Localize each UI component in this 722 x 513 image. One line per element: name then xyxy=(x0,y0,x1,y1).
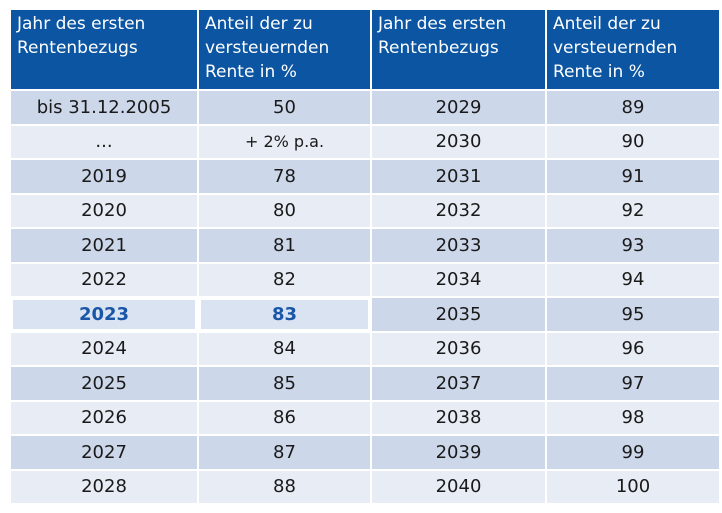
table-row: 2020 80 2032 92 xyxy=(11,194,719,227)
share-right-cell: 89 xyxy=(547,91,719,124)
year-left-cell: 2023 xyxy=(11,298,197,331)
share-right-cell: 93 xyxy=(547,229,719,262)
year-left-cell: bis 31.12.2005 xyxy=(11,91,197,124)
share-right-cell: 98 xyxy=(547,401,719,434)
share-left-cell: 78 xyxy=(199,160,370,193)
year-left-cell: 2027 xyxy=(11,436,197,469)
year-right-cell: 2033 xyxy=(372,229,545,262)
year-left-cell: 2021 xyxy=(11,229,197,262)
header-year-right: Jahr des ersten Rentenbezugs xyxy=(372,10,545,89)
table-row: 2027 87 2039 99 xyxy=(11,436,719,469)
table-body: bis 31.12.2005 50 2029 89... + 2% p.a. 2030 90… xyxy=(11,91,719,503)
year-left-cell: 2022 xyxy=(11,263,197,296)
share-right-cell: 95 xyxy=(547,298,719,331)
year-right-cell: 2039 xyxy=(372,436,545,469)
share-left-cell: 86 xyxy=(199,401,370,434)
table-row: 2023 83 2035 95 xyxy=(11,298,719,331)
share-left-cell: 80 xyxy=(199,194,370,227)
table-row: 2022 82 2034 94 xyxy=(11,263,719,296)
year-left-cell: 2020 xyxy=(11,194,197,227)
year-right-cell: 2031 xyxy=(372,160,545,193)
share-right-cell: 99 xyxy=(547,436,719,469)
share-right-cell: 100 xyxy=(547,470,719,503)
share-right-cell: 96 xyxy=(547,332,719,365)
year-left-cell: 2019 xyxy=(11,160,197,193)
year-right-cell: 2035 xyxy=(372,298,545,331)
header-share-right: Anteil der zu versteuernden Rente in % xyxy=(547,10,719,89)
year-right-cell: 2036 xyxy=(372,332,545,365)
year-right-cell: 2040 xyxy=(372,470,545,503)
table-row: 2028 88 2040 100 xyxy=(11,470,719,503)
share-left-cell: 84 xyxy=(199,332,370,365)
share-left-cell: 81 xyxy=(199,229,370,262)
year-right-cell: 2034 xyxy=(372,263,545,296)
share-left-cell: 87 xyxy=(199,436,370,469)
table-row: 2026 86 2038 98 xyxy=(11,401,719,434)
year-left-cell: 2026 xyxy=(11,401,197,434)
year-right-cell: 2032 xyxy=(372,194,545,227)
year-left-cell: ... xyxy=(11,125,197,158)
share-left-cell: 82 xyxy=(199,263,370,296)
share-right-cell: 91 xyxy=(547,160,719,193)
share-left-cell: 85 xyxy=(199,367,370,400)
year-right-cell: 2030 xyxy=(372,125,545,158)
table-row: 2025 85 2037 97 xyxy=(11,367,719,400)
year-left-cell: 2025 xyxy=(11,367,197,400)
year-right-cell: 2037 xyxy=(372,367,545,400)
share-right-cell: 94 xyxy=(547,263,719,296)
year-left-cell: 2028 xyxy=(11,470,197,503)
header-share-left: Anteil der zu versteuernden Rente in % xyxy=(199,10,370,89)
table-row: 2021 81 2033 93 xyxy=(11,229,719,262)
table-row: 2019 78 2031 91 xyxy=(11,160,719,193)
year-right-cell: 2029 xyxy=(372,91,545,124)
share-left-cell: 83 xyxy=(199,298,370,331)
share-left-cell: + 2% p.a. xyxy=(199,125,370,158)
year-left-cell: 2024 xyxy=(11,332,197,365)
share-right-cell: 92 xyxy=(547,194,719,227)
taxation-table: Jahr des ersten Rentenbezugs Anteil der … xyxy=(9,8,721,505)
header-year-left: Jahr des ersten Rentenbezugs xyxy=(11,10,197,89)
share-right-cell: 90 xyxy=(547,125,719,158)
header-row: Jahr des ersten Rentenbezugs Anteil der … xyxy=(11,10,719,89)
table-row: ... + 2% p.a. 2030 90 xyxy=(11,125,719,158)
table-row: 2024 84 2036 96 xyxy=(11,332,719,365)
table-row: bis 31.12.2005 50 2029 89 xyxy=(11,91,719,124)
share-left-cell: 88 xyxy=(199,470,370,503)
year-right-cell: 2038 xyxy=(372,401,545,434)
share-right-cell: 97 xyxy=(547,367,719,400)
share-left-cell: 50 xyxy=(199,91,370,124)
